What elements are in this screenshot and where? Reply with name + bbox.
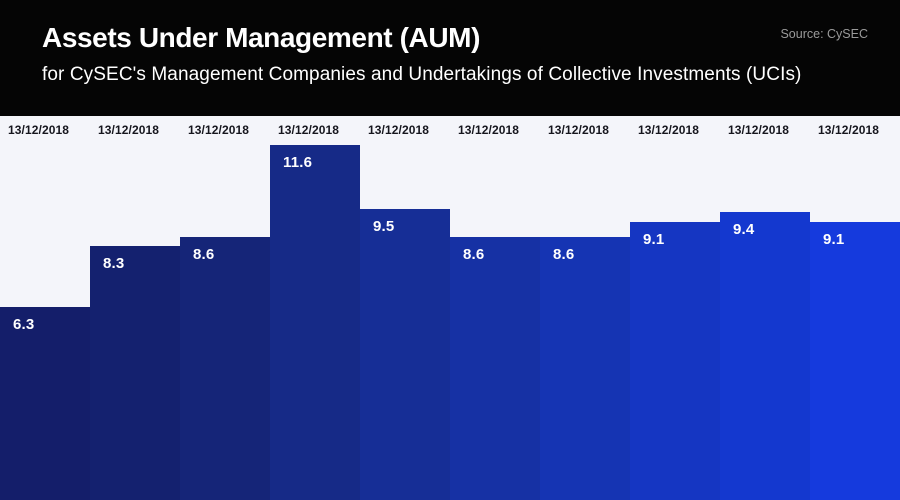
category-date-label: 13/12/2018	[818, 123, 880, 137]
bar: 9.1	[810, 222, 900, 500]
page-subtitle: for CySEC's Management Companies and Und…	[42, 64, 802, 86]
bar: 8.3	[90, 246, 180, 500]
bar-value-label: 9.4	[733, 221, 755, 238]
chart-column: 13/12/2018 9.1	[810, 116, 900, 500]
chart-column: 13/12/2018 9.1	[630, 116, 720, 500]
chart-header: Assets Under Management (AUM) for CySEC'…	[0, 0, 900, 116]
chart-column: 13/12/2018 8.3	[90, 116, 180, 500]
bar: 8.6	[180, 237, 270, 500]
bar: 11.6	[270, 145, 360, 500]
category-date-label: 13/12/2018	[548, 123, 610, 137]
category-date-label: 13/12/2018	[638, 123, 700, 137]
chart-column: 13/12/2018 11.6	[270, 116, 360, 500]
bar: 6.3	[0, 307, 90, 500]
category-date-label: 13/12/2018	[368, 123, 430, 137]
chart-column: 13/12/2018 9.5	[360, 116, 450, 500]
bar-value-label: 9.1	[823, 231, 845, 248]
bar: 8.6	[540, 237, 630, 500]
bar: 9.1	[630, 222, 720, 500]
bar-value-label: 9.5	[373, 218, 395, 235]
bar-chart: 13/12/2018 6.3 13/12/2018 8.3 13/12/2018 8.6 1…	[0, 116, 900, 500]
bar-value-label: 8.6	[193, 246, 215, 263]
bar-value-label: 6.3	[13, 316, 35, 333]
chart-column: 13/12/2018 8.6	[180, 116, 270, 500]
category-date-label: 13/12/2018	[458, 123, 520, 137]
category-date-label: 13/12/2018	[728, 123, 790, 137]
page-title: Assets Under Management (AUM)	[42, 22, 481, 53]
bar: 9.5	[360, 209, 450, 500]
bar-value-label: 8.6	[463, 246, 485, 263]
bar: 9.4	[720, 212, 810, 500]
category-date-label: 13/12/2018	[188, 123, 250, 137]
bar-value-label: 8.3	[103, 255, 125, 272]
source-note: Source: CySEC	[780, 27, 868, 41]
category-date-label: 13/12/2018	[278, 123, 340, 137]
category-date-label: 13/12/2018	[98, 123, 160, 137]
chart-column: 13/12/2018 6.3	[0, 116, 90, 500]
chart-column: 13/12/2018 8.6	[540, 116, 630, 500]
bar-value-label: 8.6	[553, 246, 575, 263]
bar-value-label: 11.6	[283, 154, 313, 171]
bar: 8.6	[450, 237, 540, 500]
chart-column: 13/12/2018 9.4	[720, 116, 810, 500]
chart-column: 13/12/2018 8.6	[450, 116, 540, 500]
bar-value-label: 9.1	[643, 231, 665, 248]
category-date-label: 13/12/2018	[8, 123, 70, 137]
